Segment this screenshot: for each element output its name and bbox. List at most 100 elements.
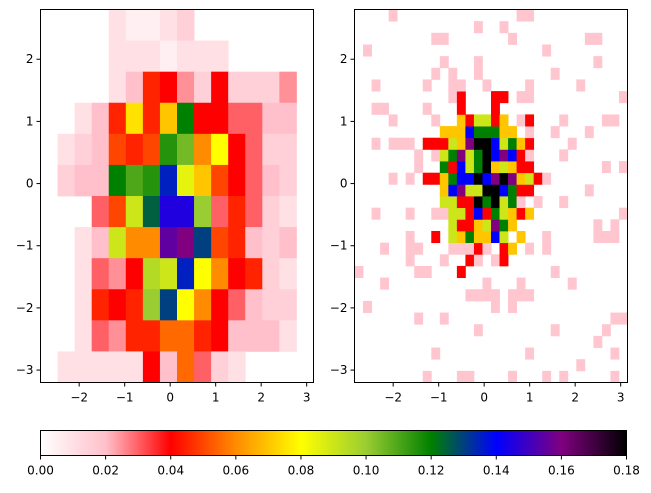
heatmap-cell-right [473,56,483,69]
heatmap-cell-left [159,164,178,197]
heatmap-cell-left [125,102,144,135]
heatmap-cell-left [74,320,93,352]
heatmap-cell-right [405,137,415,150]
heatmap-cell-right [473,196,483,209]
colorbar-tick-label: 0.16 [548,464,575,478]
x-tick-label-right: 0 [480,391,488,405]
heatmap-cell-right [516,172,526,185]
heatmap-cell-right [559,370,569,383]
heatmap-cell-left [108,196,127,228]
heatmap-cell-right [542,230,552,244]
heatmap-cell-left [57,164,76,197]
heatmap-cell-right [405,172,415,185]
heatmap-cell-right [499,184,509,197]
heatmap-cell-right [465,184,475,197]
heatmap-panel-right: −2 −1 0 1 2 3 −3 −2 −1 0 1 2 [330,9,628,405]
heatmap-cell-right [508,172,517,185]
heatmap-cell-right [473,219,483,232]
heatmap-cell-right [525,242,535,255]
heatmap-cell-right [473,21,483,34]
heatmap-cell-right [456,265,466,278]
y-tick-label-right: −3 [330,363,348,377]
heatmap-cell-right [448,149,458,162]
heatmap-cell-right [584,126,594,139]
heatmap-cell-right [593,335,603,348]
heatmap-cell-right [448,172,458,185]
heatmap-cell-left [262,258,280,290]
heatmap-cell-right [610,219,620,232]
heatmap-cell-left [108,227,127,259]
heatmap-cell-left [228,71,246,104]
heatmap-cell-left [245,258,263,290]
heatmap-cell-right [482,242,492,255]
heatmap-cell-right [491,172,500,185]
heatmap-cell-right [508,149,517,162]
heatmap-cell-right [456,230,466,244]
heatmap-cell-right [508,370,517,383]
heatmap-cell-left [142,40,161,73]
heatmap-cell-left [159,196,178,228]
heatmap-cell-left [108,40,127,73]
heatmap-cell-right [371,102,381,115]
heatmap-cell-right [584,184,594,197]
heatmap-cell-left [125,196,144,228]
heatmap-cell-right [448,79,458,92]
heatmap-cell-left [245,102,263,135]
heatmap-cell-right [525,79,535,92]
heatmap-cell-right [491,184,500,197]
y-tick-label-right: 0 [340,177,348,191]
heatmap-cell-right [516,277,526,290]
heatmap-cell-left [142,351,161,383]
heatmap-cell-right [456,102,466,115]
heatmap-cell-right [584,32,594,45]
heatmap-cell-left [245,227,263,259]
heatmap-cell-left [177,71,195,104]
heatmap-cell-right [482,79,492,92]
heatmap-cell-left [262,320,280,352]
heatmap-cell-left [194,40,212,73]
heatmap-cell-right [448,196,458,209]
heatmap-cell-right [525,184,535,197]
heatmap-cell-left [194,196,212,228]
heatmap-cell-left [279,227,297,259]
heatmap-cell-right [482,207,492,220]
heatmap-cell-right [465,137,475,150]
heatmap-cell-left [228,102,246,135]
heatmap-cell-right [456,370,466,383]
heatmap-cell-right [542,242,552,255]
heatmap-cell-right [525,114,535,127]
heatmap-cell-left [228,133,246,166]
heatmap-cell-left [177,196,195,228]
heatmap-cell-right [439,126,449,139]
heatmap-cell-right [542,44,552,57]
heatmap-cell-right [525,289,535,302]
heatmap-cell-left [177,164,195,197]
heatmap-cell-right [491,196,500,209]
heatmap-cell-left [108,164,127,197]
heatmap-cell-left [108,320,127,352]
heatmap-cell-right [388,137,398,150]
heatmap-cell-right [380,102,390,115]
heatmap-cell-right [439,312,449,325]
heatmap-cell-right [482,114,492,127]
heatmap-cell-left [177,40,195,73]
heatmap-cell-right [516,230,526,244]
heatmap-cell-left [125,9,144,41]
heatmap-cell-right [431,347,441,360]
heatmap-cell-left [91,102,110,135]
heatmap-cell-right [465,289,475,302]
heatmap-cell-right [525,149,535,162]
heatmap-cell-left [91,196,110,228]
heatmap-cell-left [91,258,110,290]
heatmap-cell-right [456,149,466,162]
heatmap-cell-right [610,114,620,127]
heatmap-cell-right [473,114,483,127]
heatmap-cell-left [91,227,110,259]
heatmap-cell-right [567,277,577,290]
heatmap-cell-right [405,254,415,267]
heatmap-cell-right [491,137,500,150]
heatmap-cell-right [491,114,500,127]
heatmap-cell-right [508,289,517,302]
heatmap-cell-left [159,320,178,352]
heatmap-cell-right [456,172,466,185]
